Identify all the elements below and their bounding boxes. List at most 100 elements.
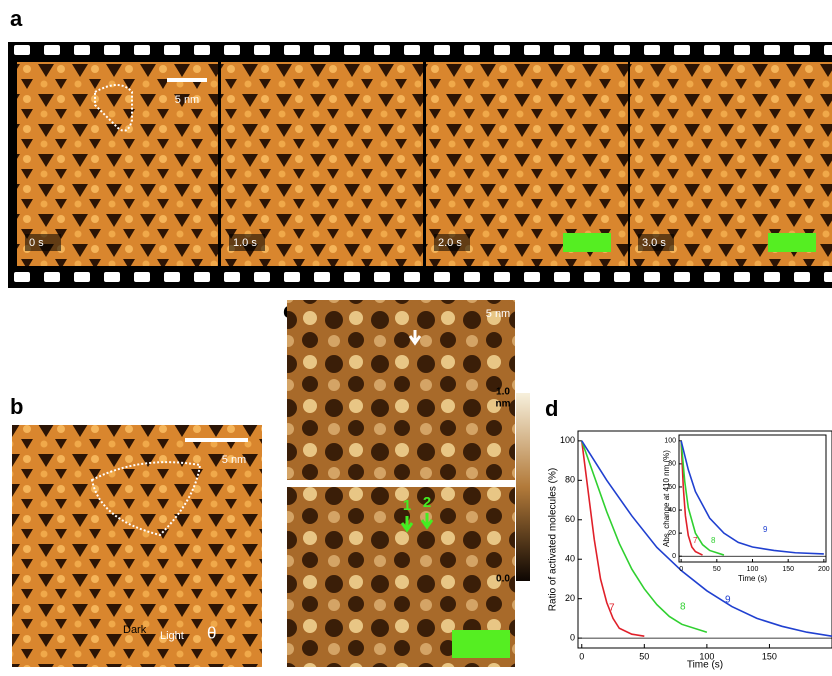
film-hole	[614, 45, 630, 55]
film-hole	[524, 45, 540, 55]
film-hole	[704, 272, 720, 282]
film-hole	[794, 272, 810, 282]
film-hole	[644, 45, 660, 55]
x-axis-label: Time (s)	[738, 574, 767, 583]
annotation: Dark	[123, 624, 147, 636]
y-tick-label: 0	[672, 553, 676, 560]
figure: a 5 nm b 5 nm Dark Light θ c 5 nm 1 2 1.…	[0, 0, 832, 671]
x-tick-label: 0	[579, 651, 584, 661]
film-hole	[254, 45, 270, 55]
x-tick-label: 50	[713, 566, 721, 573]
film-hole	[194, 45, 210, 55]
film-hole	[224, 272, 240, 282]
film-hole	[164, 45, 180, 55]
x-tick-label: 200	[818, 566, 830, 573]
plots: 050100150020406080100Ratio of activated …	[548, 431, 832, 671]
series-label: 9	[725, 595, 731, 606]
colorbar-label: nm	[496, 399, 511, 410]
film-hole	[134, 45, 150, 55]
scale-label: 5 nm	[175, 94, 199, 106]
y-tick-label: 0	[570, 633, 575, 643]
colorbar-label: 0.0	[496, 574, 510, 585]
film-hole	[824, 272, 832, 282]
x-tick-label: 0	[679, 566, 683, 573]
film-hole	[734, 272, 750, 282]
film-hole	[524, 272, 540, 282]
film-hole	[104, 272, 120, 282]
panel-label: b	[10, 394, 23, 419]
film-hole	[164, 272, 180, 282]
film-hole	[224, 45, 240, 55]
green-box	[452, 630, 510, 658]
scale-label: 5 nm	[486, 308, 510, 320]
afm-image	[287, 300, 515, 480]
film-hole	[374, 45, 390, 55]
panel-label: a	[10, 6, 23, 31]
film-hole	[434, 45, 450, 55]
annotation: θ	[207, 623, 216, 642]
film-hole	[764, 272, 780, 282]
series-label: 9	[763, 525, 768, 534]
y-axis-label: Ratio of activated molecules (%)	[548, 468, 559, 611]
film-hole	[74, 45, 90, 55]
time-label: 1.0 s	[233, 237, 257, 249]
film-hole	[494, 45, 510, 55]
y-tick-label: 80	[565, 475, 575, 485]
film-hole	[434, 272, 450, 282]
series-label: 7	[609, 603, 615, 614]
film-hole	[404, 272, 420, 282]
film-hole	[824, 45, 832, 55]
film-hole	[554, 45, 570, 55]
film-hole	[764, 45, 780, 55]
film-hole	[584, 45, 600, 55]
y-tick-label: 100	[560, 435, 575, 445]
film-hole	[134, 272, 150, 282]
film-hole	[704, 45, 720, 55]
arrow-label: 1	[403, 497, 411, 514]
film-hole	[464, 272, 480, 282]
film-hole	[104, 45, 120, 55]
x-tick-label: 50	[639, 651, 649, 661]
film-hole	[344, 272, 360, 282]
film-hole	[44, 272, 60, 282]
film-hole	[404, 45, 420, 55]
film-hole	[374, 272, 390, 282]
scale-label: 5 nm	[222, 454, 246, 466]
film-hole	[74, 272, 90, 282]
annotation: Light	[160, 630, 184, 642]
film-hole	[614, 272, 630, 282]
time-label: 0 s	[29, 237, 44, 249]
film-hole	[674, 45, 690, 55]
film-hole	[464, 45, 480, 55]
green-box	[768, 233, 816, 252]
colorbar-label: 1.0	[496, 387, 510, 398]
film-hole	[194, 272, 210, 282]
film-hole	[794, 45, 810, 55]
time-label: 3.0 s	[642, 237, 666, 249]
film-hole	[254, 272, 270, 282]
film-hole	[584, 272, 600, 282]
film-hole	[284, 45, 300, 55]
film-hole	[314, 272, 330, 282]
y-tick-label: 100	[664, 438, 676, 445]
panel-label: d	[545, 396, 558, 421]
film-hole	[44, 45, 60, 55]
film-hole	[494, 272, 510, 282]
series-label: 8	[711, 536, 716, 545]
film-hole	[284, 272, 300, 282]
y-axis-label: Abs. change at 410 nm (%)	[662, 450, 671, 547]
y-tick-label: 60	[565, 514, 575, 524]
green-box	[563, 233, 611, 252]
film-hole	[314, 45, 330, 55]
y-tick-label: 40	[565, 554, 575, 564]
film-hole	[554, 272, 570, 282]
time-label: 2.0 s	[438, 237, 462, 249]
colorbar	[516, 393, 530, 581]
film-hole	[734, 45, 750, 55]
film-hole	[344, 45, 360, 55]
x-tick-label: 150	[782, 566, 794, 573]
film-hole	[14, 45, 30, 55]
film-hole	[14, 272, 30, 282]
x-tick-label: 100	[747, 566, 759, 573]
film-hole	[644, 272, 660, 282]
